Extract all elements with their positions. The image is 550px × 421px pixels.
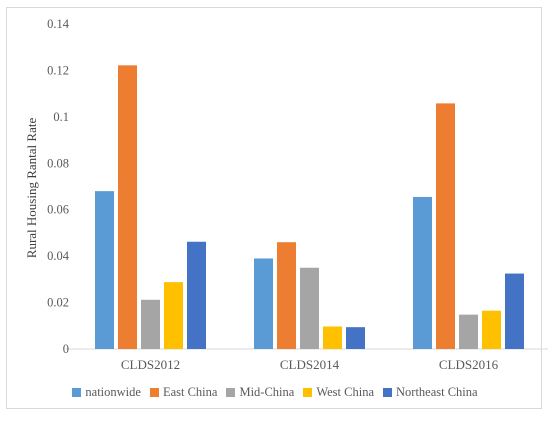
legend-item: East China (149, 384, 218, 400)
bar-northeast-china-clds2016 (505, 273, 524, 349)
y-tick-label: 0.02 (47, 296, 69, 310)
x-category-label: CLDS2016 (439, 357, 499, 372)
y-ticks: 0 0.02 0.04 0.06 0.08 0.1 0.12 0.14 (47, 17, 70, 356)
legend-swatch (72, 387, 82, 397)
legend-swatch (226, 387, 236, 397)
x-category-label: CLDS2012 (121, 357, 180, 372)
legend-label: Mid-China (239, 384, 295, 399)
bar-east-china-clds2016 (436, 103, 455, 350)
bar-west-china-clds2016 (482, 310, 501, 349)
y-tick-label: 0.12 (47, 63, 69, 77)
bar-northeast-china-clds2012 (187, 241, 206, 349)
bar-east-china-clds2012 (118, 65, 137, 350)
y-tick-label: 0.1 (53, 110, 69, 124)
legend-label: Northeast China (396, 384, 478, 399)
bar-east-china-clds2014 (277, 242, 296, 349)
y-tick-label: 0.06 (47, 203, 69, 217)
bar-northeast-china-clds2014 (346, 327, 365, 349)
bar-west-china-clds2014 (323, 326, 342, 349)
bar-mid-china-clds2016 (459, 314, 478, 349)
legend-swatch (383, 387, 392, 397)
legend-swatch (303, 387, 313, 397)
legend-item: Northeast China (383, 385, 478, 400)
y-tick-label: 0.14 (47, 17, 70, 31)
legend-label: East China (162, 384, 218, 399)
bar-west-china-clds2012 (164, 282, 183, 349)
legend-swatch (149, 387, 159, 397)
x-category-label: CLDS2014 (280, 357, 340, 372)
y-tick-label: 0 (63, 342, 69, 356)
legend-item: Mid-China (226, 385, 294, 400)
bar-nationwide-clds2014 (254, 258, 273, 349)
legend-label: nationwide (85, 384, 141, 399)
bar-nationwide-clds2012 (95, 191, 114, 349)
bar-nationwide-clds2016 (413, 196, 432, 349)
bars (95, 65, 524, 350)
legend-label: West China (316, 384, 374, 399)
legend-item: West China (303, 385, 374, 400)
y-axis-label: Rural Housing Rantal Rate (24, 118, 39, 259)
bar-mid-china-clds2012 (141, 299, 160, 349)
legend-item: nationwide (72, 385, 141, 400)
legend: nationwide East China Mid-China West China N… (0, 383, 550, 401)
y-tick-label: 0.08 (47, 156, 69, 170)
bar-mid-china-clds2014 (300, 267, 319, 349)
x-categories: CLDS2012 CLDS2014 CLDS2016 (121, 357, 499, 372)
y-tick-label: 0.04 (47, 249, 70, 263)
